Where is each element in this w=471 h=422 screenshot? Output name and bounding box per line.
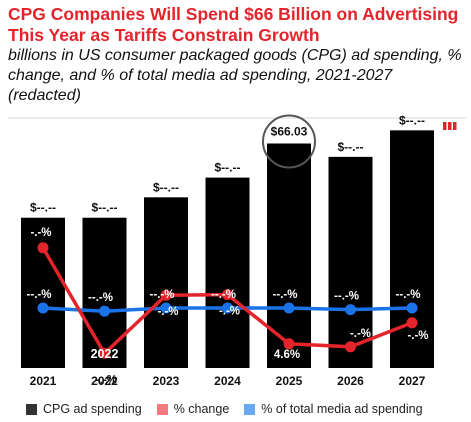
share-point-2021 xyxy=(37,302,49,314)
change-point-2023 xyxy=(160,289,172,301)
share-point-2023 xyxy=(160,302,172,314)
share-label-2022: --.-% xyxy=(88,292,113,304)
legend-label-change: % change xyxy=(173,402,230,416)
bar-2025 xyxy=(267,143,311,368)
bar-2026 xyxy=(328,156,373,368)
share-label-2023: --.-% xyxy=(150,289,175,301)
bar-label-2022: $--.-- xyxy=(92,201,118,215)
change-point-2027 xyxy=(406,317,418,329)
change-label-2027: -.-% xyxy=(407,330,428,342)
change-point-2025 xyxy=(283,338,295,350)
share-point-2025 xyxy=(283,302,295,314)
bar-2023 xyxy=(144,197,188,368)
x-tick-2025: 2025 xyxy=(276,374,303,388)
x-tick-2022: 2022 xyxy=(91,374,118,388)
share-label-2026: --.-% xyxy=(334,291,359,303)
bar-label-2025: $66.03 xyxy=(271,124,308,138)
share-label-2021: --.-% xyxy=(27,289,52,301)
chart-area: $--.-- $--.-- $--.-- $--.-- $66.03 $--.-- $--.… xyxy=(8,113,466,388)
logo-icon xyxy=(443,122,457,130)
logo-bar-2 xyxy=(448,122,452,130)
x-tick-2023: 2023 xyxy=(153,374,180,388)
change-point-2021 xyxy=(37,242,49,254)
bar-label-2021: $--.-- xyxy=(30,201,56,215)
legend-label-spending: CPG ad spending xyxy=(43,402,142,416)
change-label-2024: -.-% xyxy=(219,306,240,318)
highlight-circle xyxy=(262,114,316,169)
legend-item-share: % of total media ad spending xyxy=(244,402,423,416)
legend-item-spending: CPG ad spending xyxy=(26,402,142,416)
change-label-2021: -.-% xyxy=(30,227,51,239)
share-label-2027: --.-% xyxy=(396,289,421,301)
change-label-2026: -.-% xyxy=(350,328,371,340)
change-point-2022 xyxy=(99,347,110,359)
bar-2024 xyxy=(205,177,250,368)
legend-label-share: % of total media ad spending xyxy=(261,402,423,416)
bar-label-2023: $--.-- xyxy=(153,180,179,194)
bar-label-2024: $--.-- xyxy=(215,161,241,175)
legend: CPG ad spending % change % of total medi… xyxy=(26,402,438,416)
share-point-2022 xyxy=(99,305,110,317)
share-label-2025: --.-% xyxy=(273,289,298,301)
change-point-2026 xyxy=(345,341,356,353)
share-point-2024 xyxy=(222,302,233,314)
x-tick-2024: 2024 xyxy=(214,374,241,388)
change-label-2023: -.-% xyxy=(157,306,178,318)
logo-bar-1 xyxy=(443,122,447,130)
logo-bar-3 xyxy=(453,122,457,130)
change-label-2022: -.-% xyxy=(96,374,117,386)
legend-swatch-share xyxy=(244,403,256,415)
chart-subtitle: billions in US consumer packaged goods (… xyxy=(8,47,462,104)
change-label-2025: 4.6% xyxy=(274,349,300,361)
legend-swatch-change xyxy=(156,403,168,415)
x-tick-2021: 2021 xyxy=(30,374,57,388)
legend-swatch-spending xyxy=(26,403,37,415)
annotation-2022: 2022 xyxy=(91,347,119,361)
change-point-2024 xyxy=(222,289,233,301)
share-point-2027 xyxy=(406,302,418,314)
share-label-2024: --.-% xyxy=(211,289,236,301)
bar-label-2026: $--.-- xyxy=(338,140,364,154)
bar-2022 xyxy=(82,217,127,368)
bar-label-2027: $--.-- xyxy=(399,113,425,127)
legend-item-change: % change xyxy=(156,402,230,416)
chart-title: CPG Companies Will Spend $66 Billion on … xyxy=(8,4,459,45)
x-tick-2027: 2027 xyxy=(399,374,426,388)
share-point-2026 xyxy=(345,304,356,316)
x-tick-2026: 2026 xyxy=(337,374,364,388)
